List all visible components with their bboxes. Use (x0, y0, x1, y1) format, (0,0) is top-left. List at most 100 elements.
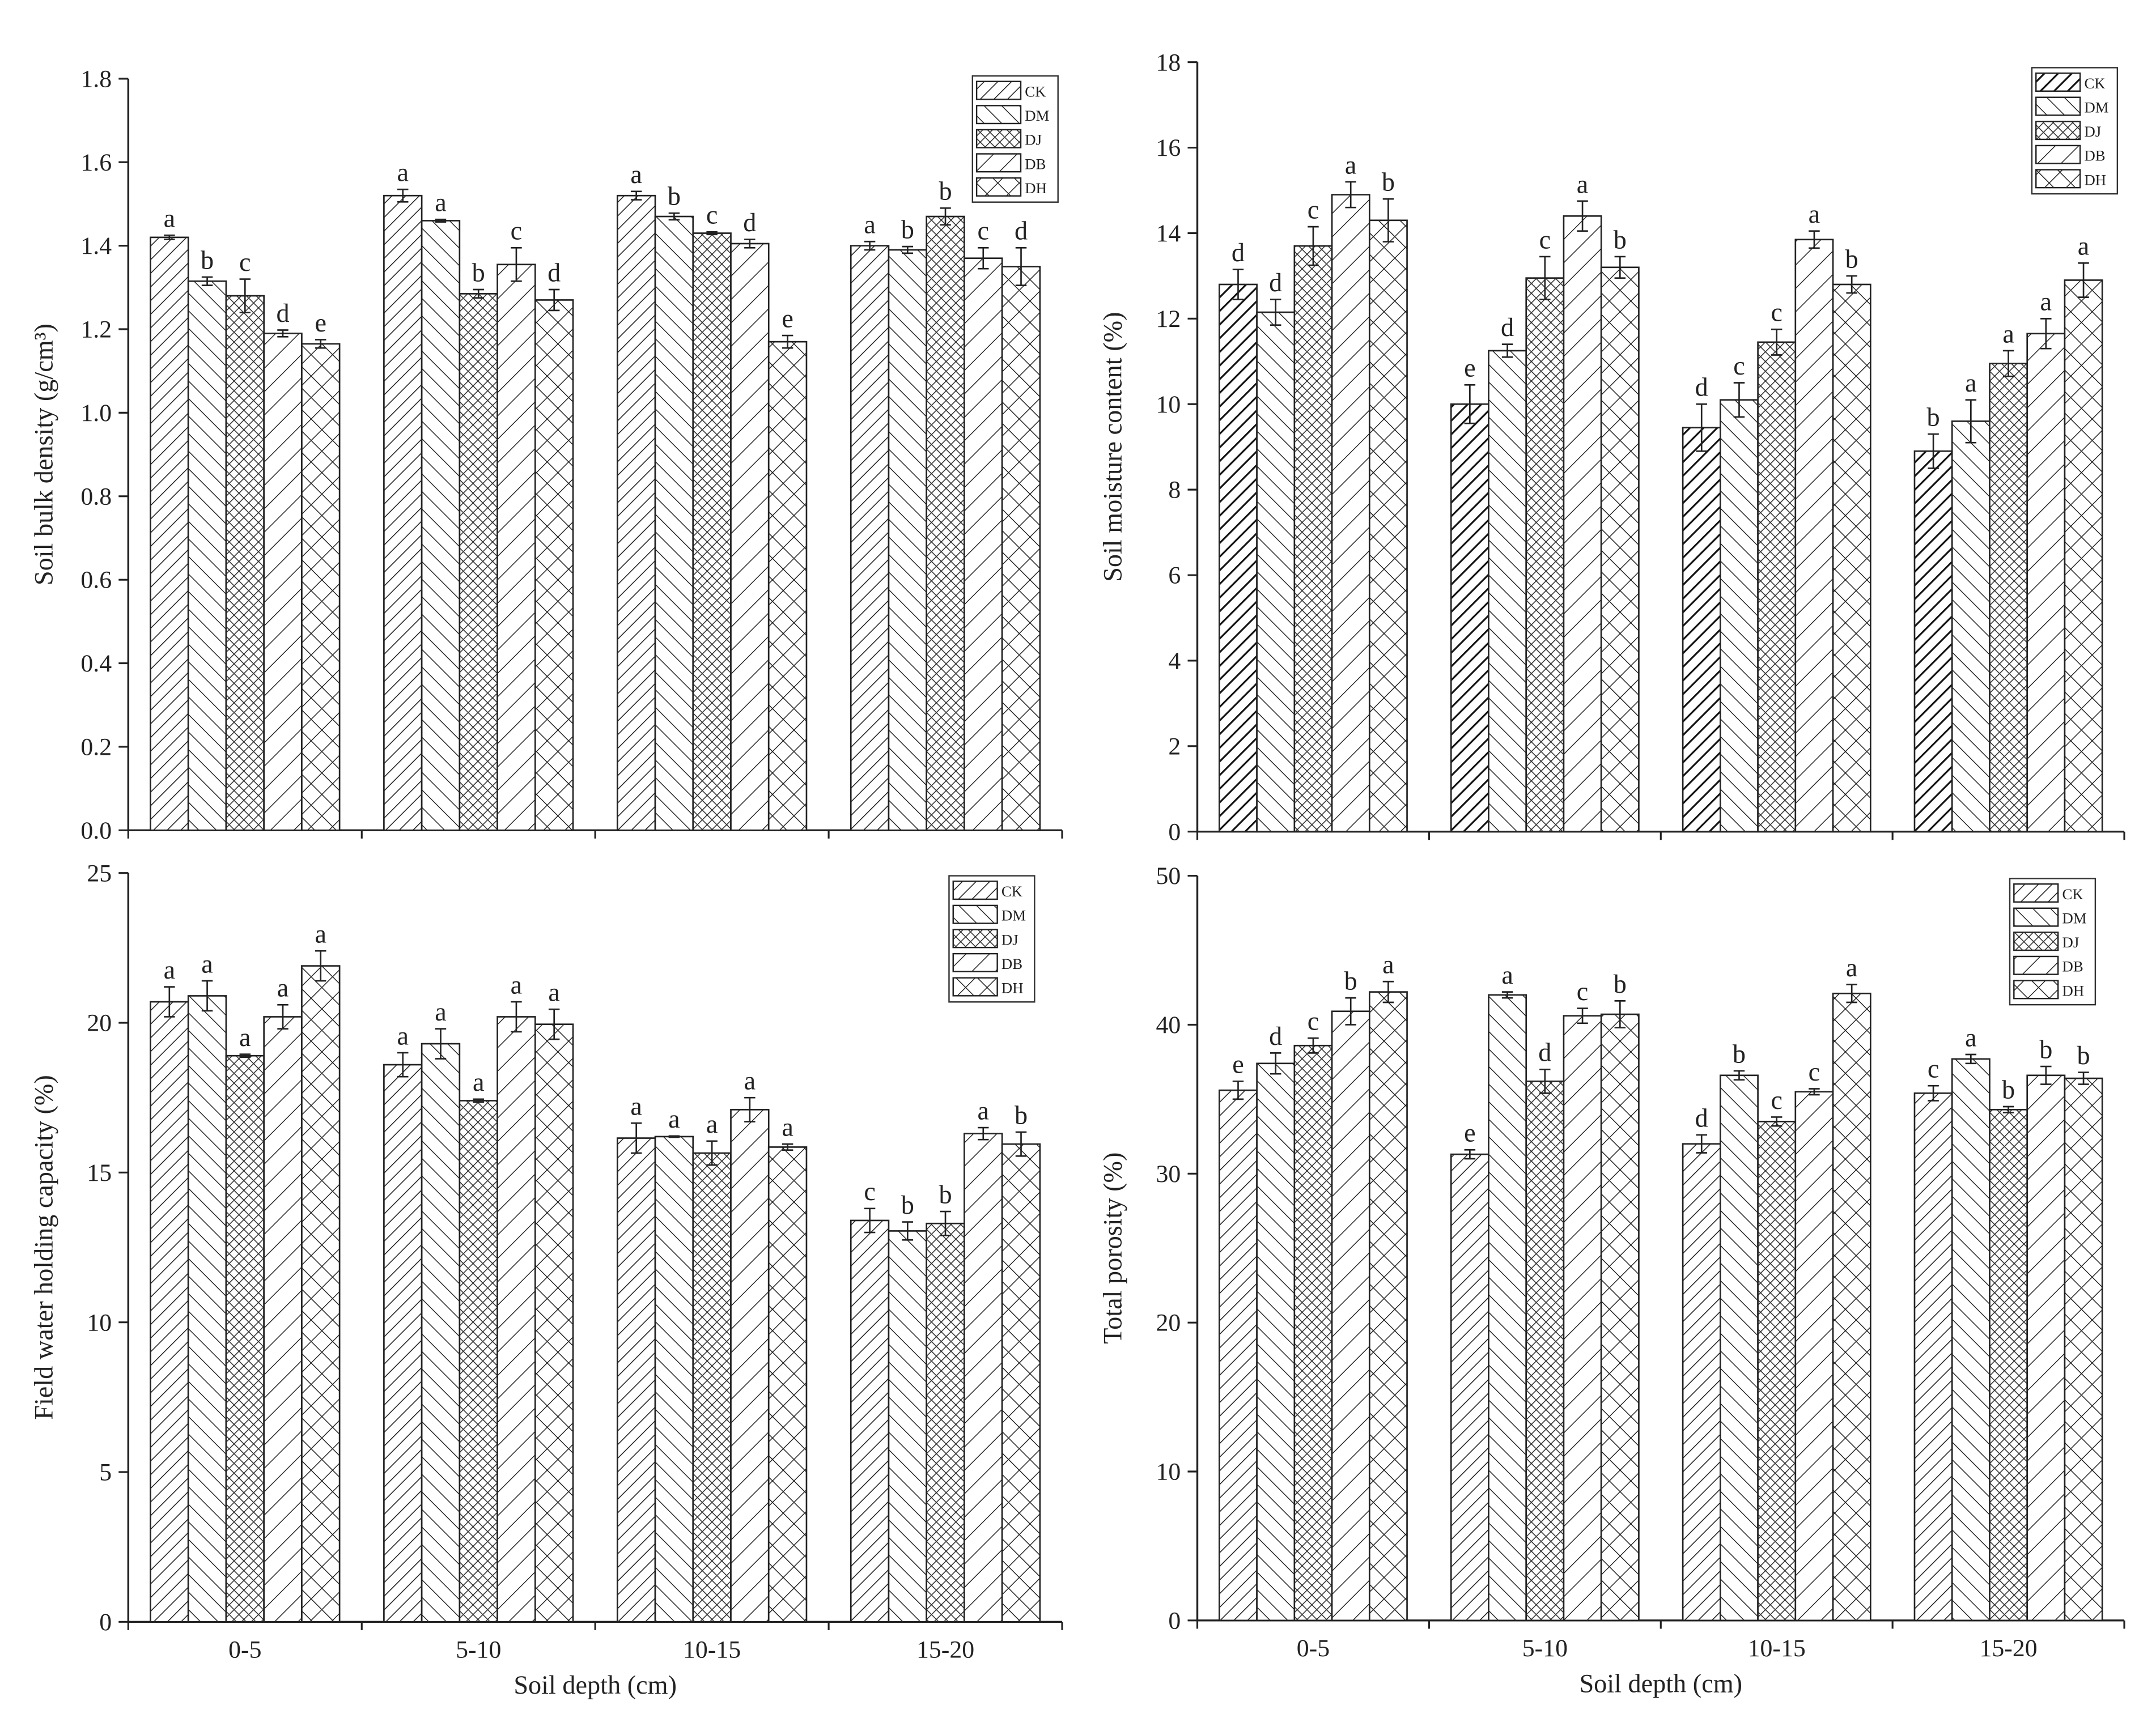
error-bar (902, 1221, 914, 1241)
error-bar (1809, 1088, 1820, 1096)
bar (888, 249, 928, 831)
bar (1794, 1091, 1834, 1622)
significance-letter: a (1382, 951, 1394, 980)
bar (459, 293, 498, 831)
significance-letter: e (1464, 354, 1476, 383)
significance-letter: a (978, 1096, 990, 1125)
bar (1794, 239, 1834, 833)
bar (926, 215, 965, 831)
legend-swatch (952, 929, 998, 949)
y-tick-label: 20 (87, 1010, 112, 1037)
significance-letter: d (1538, 1039, 1551, 1068)
bar (2026, 333, 2066, 833)
bar (1563, 215, 1602, 833)
significance-letter: d (276, 299, 289, 328)
significance-letter: c (978, 217, 990, 246)
significance-letter: b (2077, 1041, 2090, 1070)
y-tick-label: 8 (1168, 477, 1181, 504)
bar (301, 965, 341, 1623)
significance-letter: c (1539, 226, 1551, 254)
legend-label: DB (2084, 147, 2105, 164)
significance-letter: a (782, 1113, 793, 1142)
bar (1001, 1143, 1041, 1623)
bar (421, 220, 461, 831)
error-bar (201, 980, 213, 1012)
error-bar (1464, 1149, 1476, 1160)
legend-swatch (2035, 144, 2081, 164)
significance-letter: c (864, 1177, 876, 1206)
bar (767, 341, 808, 831)
y-tick-label: 12 (1156, 305, 1181, 333)
significance-letter: c (239, 248, 251, 277)
significance-letter: a (1846, 954, 1858, 983)
error-bar (239, 1053, 251, 1058)
bar (1525, 277, 1565, 833)
y-tick-label: 30 (1156, 1160, 1181, 1188)
bar (383, 194, 423, 831)
bar (1951, 420, 1991, 833)
error-bar (1382, 980, 1394, 1003)
significance-letter: b (901, 1191, 914, 1220)
significance-letter: d (1269, 1022, 1282, 1051)
error-bar (1696, 403, 1707, 452)
y-tick-label: 0.4 (80, 650, 112, 677)
legend-swatch (2013, 932, 2059, 951)
significance-letter: a (1965, 1023, 1977, 1052)
legend-swatch (975, 105, 1022, 125)
legend-label: DH (2084, 171, 2106, 188)
significance-letter: b (939, 177, 952, 206)
y-tick-label: 0.8 (80, 483, 112, 510)
error-bar (397, 188, 409, 203)
legend: CK DM DJ DB DH (2031, 67, 2119, 195)
significance-letter: b (2002, 1075, 2015, 1104)
significance-letter: c (1809, 1058, 1820, 1087)
error-bar (668, 212, 680, 221)
y-tick-label: 0.6 (80, 567, 112, 594)
significance-letter: a (397, 159, 409, 188)
bar (1913, 450, 1953, 833)
error-bar (201, 276, 213, 286)
bar (534, 1023, 574, 1623)
significance-letter: d (1695, 373, 1708, 402)
error-bar (1846, 275, 1857, 294)
bar (1256, 1062, 1296, 1622)
bar (2064, 1077, 2103, 1622)
error-bar (978, 1126, 989, 1141)
significance-letter: c (1308, 196, 1319, 225)
error-bar (1733, 382, 1745, 418)
legend-label: DM (2062, 910, 2087, 927)
significance-letter: b (1733, 1040, 1746, 1069)
bar (1368, 991, 1408, 1622)
bar (1682, 1143, 1721, 1622)
error-bar (902, 245, 914, 254)
x-tick-label: 10-15 (683, 1636, 741, 1664)
error-bar (435, 1028, 447, 1060)
y-tick-label: 1.8 (80, 65, 112, 92)
significance-letter: e (1232, 1051, 1244, 1079)
legend-label: DB (1025, 155, 1046, 172)
error-bar (1501, 991, 1513, 999)
significance-letter: b (1344, 967, 1357, 996)
error-bar (548, 288, 560, 312)
error-bar (744, 1096, 756, 1122)
bar (1832, 283, 1871, 833)
significance-letter: b (1015, 1101, 1028, 1130)
error-bar (1501, 343, 1513, 358)
error-bar (2002, 1105, 2014, 1113)
legend-swatch (2013, 907, 2059, 927)
significance-letter: c (1928, 1055, 1939, 1084)
y-tick-label: 0.0 (80, 817, 112, 844)
significance-letter: e (782, 304, 793, 333)
legend-swatch (952, 952, 998, 972)
significance-letter: e (1464, 1119, 1476, 1148)
y-tick-label: 6 (1168, 562, 1181, 589)
error-bar (2040, 1065, 2052, 1085)
y-tick-label: 10 (1156, 391, 1181, 418)
y-tick-label: 1.0 (80, 399, 112, 427)
bar (1720, 399, 1759, 833)
bar (459, 1100, 498, 1623)
y-axis-title: Soil moisture content (%) (1099, 312, 1128, 582)
significance-letter: a (630, 160, 642, 189)
error-bar (164, 986, 175, 1018)
significance-letter: c (1577, 977, 1589, 1006)
